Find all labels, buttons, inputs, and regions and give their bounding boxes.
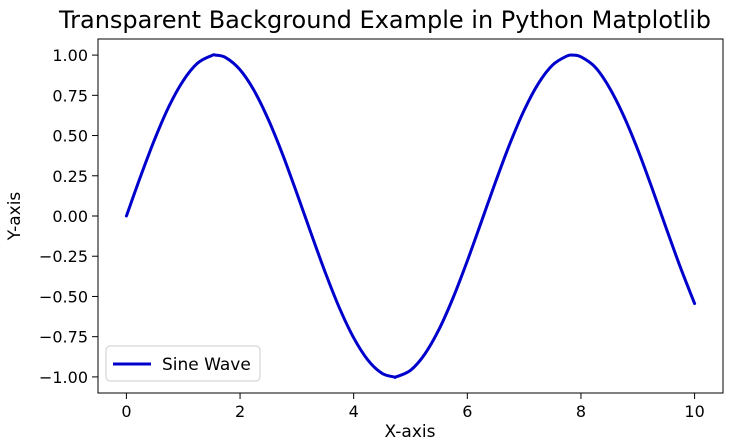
legend-label: Sine Wave [162,355,251,375]
y-tick-label: −0.75 [39,328,88,347]
x-axis-label: X-axis [385,422,436,440]
y-axis: 1.00 0.75 0.50 0.25 0.00 −0.25 −0.50 −0.75 −1.00 [39,46,98,387]
y-tick-label: 0.75 [52,86,88,105]
y-tick-label: −1.00 [39,368,88,387]
x-tick-label: 4 [349,402,359,421]
y-tick-label: 0.25 [52,167,88,186]
x-tick-label: 8 [576,402,586,421]
x-axis: 0 2 4 6 8 10 [121,393,705,421]
legend-box [105,345,261,382]
y-tick-label: 0.50 [52,127,88,146]
plot-area [97,38,724,394]
sine-wave-line [124,53,697,379]
plot-frame [97,38,724,394]
chart-title: Transparent Background Example in Python… [58,6,711,34]
y-tick-label: −0.50 [39,287,88,306]
x-tick-label: 6 [462,402,472,421]
x-tick-label: 2 [235,402,245,421]
legend: Sine Wave [105,345,261,382]
y-tick-label: −0.25 [39,247,88,266]
x-tick-label: 10 [684,402,704,421]
y-axis-label: Y-axis [5,192,25,242]
y-tick-label: 1.00 [52,46,88,65]
y-tick-label: 0.00 [52,207,88,226]
x-tick-label: 0 [121,402,131,421]
